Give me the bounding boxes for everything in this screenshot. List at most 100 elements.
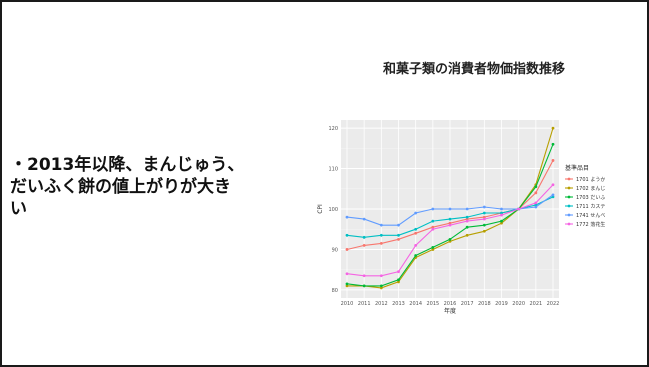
data-point xyxy=(551,159,555,162)
legend-label: 1702 まんじゅう xyxy=(576,186,605,192)
chart-title: 和菓子類の消費者物価指数推移 xyxy=(382,62,565,77)
y-axis-title: CPI xyxy=(317,204,324,214)
data-point xyxy=(431,246,435,249)
x-tick-label: 2016 xyxy=(444,301,457,307)
data-point xyxy=(379,284,383,288)
data-point xyxy=(465,215,469,219)
y-tick-label: 100 xyxy=(328,207,338,213)
data-point xyxy=(482,223,486,227)
data-point xyxy=(431,225,435,229)
data-point xyxy=(551,126,555,130)
legend-label: 1703 だいふく餅 xyxy=(576,194,605,201)
data-point xyxy=(551,193,555,197)
data-point xyxy=(448,239,452,243)
y-tick-label: 90 xyxy=(332,247,338,253)
data-point xyxy=(465,217,469,221)
x-tick-label: 2022 xyxy=(547,301,560,307)
data-point xyxy=(379,286,383,290)
data-point xyxy=(517,207,521,211)
data-point xyxy=(345,248,349,251)
x-tick-label: 2012 xyxy=(375,301,388,307)
data-point xyxy=(448,237,452,241)
legend-key-point xyxy=(567,186,571,190)
data-point xyxy=(397,233,400,237)
legend-key-point xyxy=(567,213,571,217)
data-point xyxy=(345,284,349,288)
data-point xyxy=(482,229,486,233)
x-tick-label: 2013 xyxy=(392,301,405,307)
y-tick-label: 110 xyxy=(328,167,338,173)
x-tick-label: 2021 xyxy=(529,301,542,307)
data-point xyxy=(448,221,452,225)
data-point xyxy=(448,207,452,211)
y-tick-label: 80 xyxy=(332,288,338,294)
legend-key-point xyxy=(567,195,571,199)
data-point xyxy=(431,227,435,231)
data-point xyxy=(397,237,400,241)
data-point xyxy=(431,219,435,223)
x-tick-label: 2017 xyxy=(461,301,474,307)
data-point xyxy=(414,231,418,235)
data-point xyxy=(465,233,469,237)
data-point xyxy=(431,248,435,251)
data-point xyxy=(534,203,538,207)
data-point xyxy=(448,223,452,227)
data-point xyxy=(379,241,383,245)
data-point xyxy=(482,215,486,219)
data-point xyxy=(551,183,555,187)
data-point xyxy=(345,272,349,276)
x-axis-title: 年度 xyxy=(444,307,456,315)
legend-label: 1741 せんべい xyxy=(576,213,605,219)
legend-label: 1772 落花生 xyxy=(576,221,605,228)
data-point xyxy=(448,217,452,221)
x-tick-label: 2018 xyxy=(478,301,491,307)
legend-label: 1701 ようかん xyxy=(576,176,605,183)
data-point xyxy=(397,278,400,282)
x-tick-label: 2019 xyxy=(495,301,508,307)
data-point xyxy=(397,280,400,284)
x-tick-label: 2020 xyxy=(512,301,525,307)
data-point xyxy=(414,211,418,215)
data-point xyxy=(482,217,486,221)
data-point xyxy=(482,211,486,215)
data-point xyxy=(431,207,435,211)
data-point xyxy=(379,223,383,227)
cpi-line-chart: 80 90 100 110 120 2010 2011 2012 2013 2014 2015 201… xyxy=(315,112,605,319)
data-point xyxy=(362,217,366,221)
data-point xyxy=(500,207,503,211)
data-point xyxy=(465,219,469,223)
data-point xyxy=(534,205,538,209)
data-point xyxy=(465,225,469,229)
data-point xyxy=(534,191,538,195)
bullet-text: ・2013年以降、まんじゅう、 だいふく餅の値上がりが大き い xyxy=(10,155,245,219)
data-point xyxy=(551,142,555,146)
x-tick-label: 2010 xyxy=(341,301,354,307)
data-point xyxy=(465,207,469,211)
data-point xyxy=(345,215,349,219)
legend-key-point xyxy=(567,177,571,181)
legend-key-point xyxy=(567,204,571,208)
data-point xyxy=(500,219,503,223)
data-point xyxy=(500,213,503,217)
legend-key-point xyxy=(567,222,571,226)
data-point xyxy=(362,244,366,247)
x-tick-label: 2011 xyxy=(358,301,371,307)
data-point xyxy=(500,211,503,215)
data-point xyxy=(345,282,349,286)
data-point xyxy=(534,201,538,205)
data-point xyxy=(534,185,538,189)
data-point xyxy=(482,205,486,209)
data-point xyxy=(414,254,418,257)
data-point xyxy=(379,233,383,237)
data-point xyxy=(500,221,503,225)
data-point xyxy=(345,233,349,237)
x-tick-label: 2015 xyxy=(426,301,439,307)
data-point xyxy=(362,274,366,278)
legend-label: 1711 カステラ xyxy=(576,204,605,210)
data-point xyxy=(414,227,418,231)
x-tick-label: 2014 xyxy=(409,301,422,307)
legend-title: 基準品目 xyxy=(565,164,589,172)
data-point xyxy=(551,195,555,199)
data-point xyxy=(397,223,400,227)
